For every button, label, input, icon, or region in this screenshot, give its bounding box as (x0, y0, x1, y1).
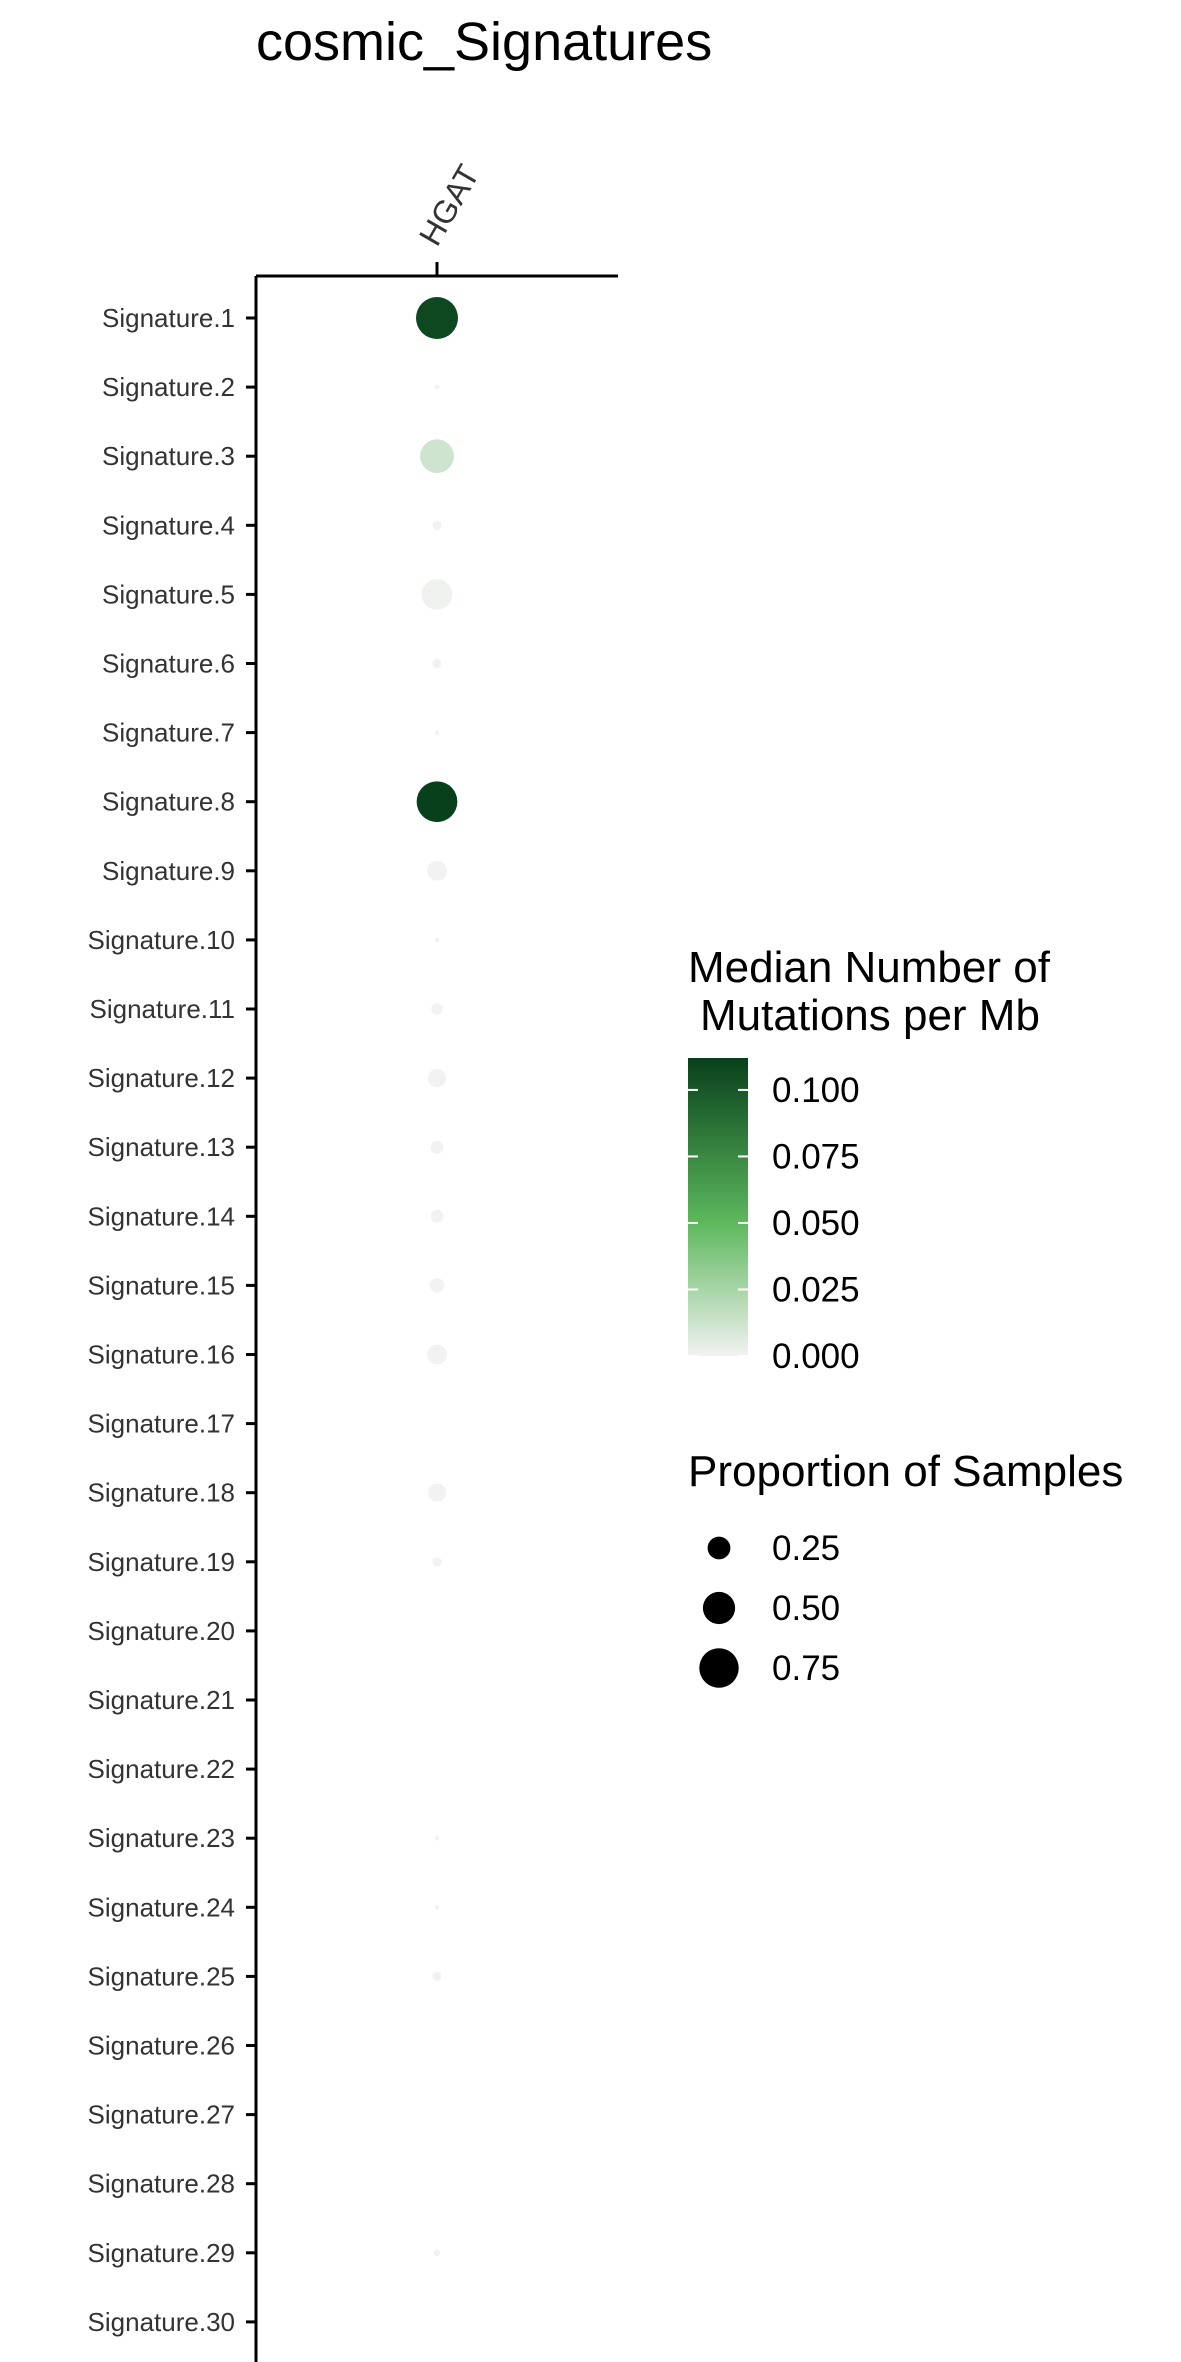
y-tick-label: Signature.14 (88, 1201, 235, 1231)
data-point (430, 1140, 444, 1154)
y-tick-label: Signature.19 (88, 1547, 235, 1577)
color-legend-title-line1: Median Number of (688, 943, 1051, 992)
size-legend-label: 0.50 (772, 1589, 840, 1628)
data-point (416, 781, 458, 823)
size-legend-keys: 0.25 0.50 0.75 (699, 1529, 840, 1688)
size-legend-dot (707, 1536, 731, 1560)
data-point (434, 1835, 440, 1841)
size-legend-dot (702, 1591, 736, 1625)
data-point (433, 2249, 441, 2257)
y-tick-label: Signature.12 (88, 1063, 235, 1093)
data-point (427, 1068, 447, 1088)
data-point (421, 579, 453, 610)
y-tick-label: Signature.17 (88, 1409, 235, 1439)
plot-area: HGAT Signature.1Signature.2Signature.3Si… (88, 159, 618, 2362)
data-point (434, 1905, 440, 1910)
y-tick-label: Signature.20 (88, 1616, 235, 1646)
data-point (434, 730, 440, 735)
y-tick-label: Signature.21 (88, 1685, 235, 1715)
size-legend-title: Proportion of Samples (688, 1447, 1123, 1496)
data-point (427, 860, 447, 881)
y-tick-label: Signature.26 (88, 2031, 235, 2061)
colorbar-tick-label: 0.100 (772, 1071, 860, 1110)
y-tick-label: Signature.4 (102, 510, 235, 540)
colorbar-ticks: 0.100 0.075 0.050 0.025 0.000 (688, 1071, 860, 1376)
y-tick-label: Signature.5 (102, 579, 235, 609)
data-point (434, 384, 440, 390)
size-legend-label: 0.75 (772, 1649, 840, 1688)
y-tick-label: Signature.24 (88, 1892, 235, 1922)
data-points (416, 297, 458, 2257)
y-tick-label: Signature.1 (102, 303, 235, 333)
y-tick-label: Signature.15 (88, 1270, 235, 1300)
data-point (432, 1971, 442, 1981)
y-tick-label: Signature.7 (102, 718, 235, 748)
y-tick-label: Signature.23 (88, 1823, 235, 1853)
chart-title: cosmic_Signatures (256, 12, 712, 72)
size-legend: Proportion of Samples 0.25 0.50 0.75 (688, 1447, 1123, 1688)
size-legend-dot (699, 1648, 739, 1688)
data-point (420, 439, 454, 474)
data-point (431, 1003, 443, 1015)
y-tick-label: Signature.13 (88, 1132, 235, 1162)
y-tick-label: Signature.22 (88, 1754, 235, 1784)
y-tick-label: Signature.3 (102, 441, 235, 471)
color-legend: Median Number of Mutations per Mb 0.1000… (688, 943, 1051, 1376)
x-axis-ticks: HGAT (412, 159, 486, 276)
data-point (432, 1557, 442, 1567)
data-point (427, 1483, 447, 1502)
data-point (434, 937, 440, 943)
data-point (432, 658, 442, 669)
y-axis-ticks: Signature.1 Signature.2 Signature.3 Signatu… (88, 303, 256, 2337)
data-point (427, 1344, 447, 1365)
data-point (432, 520, 442, 530)
y-tick-label: Signature.2 (102, 372, 235, 402)
y-tick-label: Signature.6 (102, 649, 235, 679)
colorbar-tick-label: 0.000 (772, 1337, 860, 1376)
y-tick-label: Signature.8 (102, 787, 235, 817)
y-tick-label: Signature.29 (88, 2238, 235, 2268)
y-tick-label: Signature.16 (88, 1340, 235, 1370)
y-tick-label: Signature.18 (88, 1478, 235, 1508)
colorbar (688, 1058, 748, 1356)
data-point (416, 297, 458, 339)
y-tick-label: Signature.28 (88, 2169, 235, 2199)
x-tick-label: HGAT (412, 159, 486, 252)
y-tick-label: Signature.10 (88, 925, 235, 955)
colorbar-tick-label: 0.050 (772, 1204, 860, 1243)
colorbar-tick-label: 0.075 (772, 1137, 860, 1176)
data-point (430, 1209, 444, 1223)
y-tick-label: Signature.30 (88, 2307, 235, 2337)
y-tick-label: Signature.27 (88, 2100, 235, 2130)
size-legend-label: 0.25 (772, 1529, 840, 1568)
y-tick-label: Signature.11 (89, 994, 235, 1024)
y-tick-label: Signature.25 (88, 1961, 235, 1991)
data-point (429, 1278, 445, 1293)
y-tick-label: Signature.9 (102, 856, 235, 886)
colorbar-tick-label: 0.025 (772, 1270, 860, 1309)
color-legend-title-line2: Mutations per Mb (700, 991, 1040, 1040)
